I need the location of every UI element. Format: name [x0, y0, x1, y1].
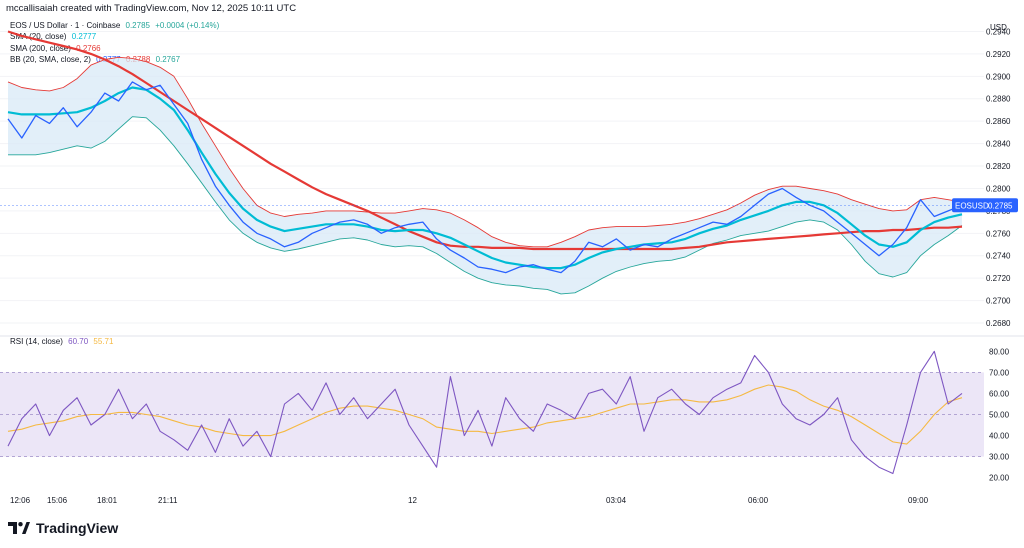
tradingview-brand[interactable]: TradingView [8, 520, 118, 536]
rsi-tick-label: 60.00 [989, 389, 1010, 398]
bb-upper-line[interactable] [7, 56, 963, 248]
last-price-label: EOSUSD 0.2785 [952, 198, 1018, 213]
rsi-value: 60.70 [68, 337, 89, 346]
price-tick-label: 0.2800 [986, 184, 1011, 193]
sma200-label: SMA (200, close) [10, 43, 71, 53]
bollinger-band-fill [8, 57, 962, 294]
time-tick-label: 06:00 [748, 496, 769, 505]
rsi-pane[interactable] [0, 350, 984, 475]
sma200-line[interactable] [7, 30, 963, 251]
price-tick-label: 0.2860 [986, 117, 1011, 126]
price-tick-label: 0.2700 [986, 297, 1011, 306]
rsi-tick-label: 40.00 [989, 432, 1010, 441]
price-tick-label: 0.2940 [986, 27, 1011, 36]
rsi-label: RSI (14, close) [10, 337, 63, 346]
time-tick-label: 21:11 [158, 496, 178, 505]
price-tick-label: 0.2840 [986, 140, 1011, 149]
last-price-label-bg [952, 198, 1018, 213]
symbol-label: EOS / US Dollar · 1 · Coinbase [10, 21, 121, 30]
price-tick-label: 0.2920 [986, 50, 1011, 59]
bb-label: BB (20, SMA, close, 2) [10, 54, 91, 64]
price-tick-label: 0.2820 [986, 162, 1011, 171]
price-axis[interactable]: 0.2940 0.2920 0.2900 0.2880 0.2860 0.2840 0.28… [986, 27, 1011, 328]
symbol-change-value: +0.0004 (+0.14%) [155, 21, 220, 30]
sma20-legend-row[interactable]: SMA (20, close) 0.2777 [10, 31, 219, 42]
currency-label[interactable]: USD [990, 23, 1007, 32]
time-tick-label: 09:00 [908, 496, 929, 505]
tradingview-logo-icon [8, 522, 30, 534]
time-tick-label: 18:01 [97, 496, 118, 505]
last-price-label-value: 0.2785 [988, 201, 1013, 210]
time-tick-label: 03:04 [606, 496, 627, 505]
rsi-tick-label: 50.00 [989, 411, 1010, 420]
time-tick-label: 12:06 [10, 496, 31, 505]
symbol-legend-row[interactable]: EOS / US Dollar · 1 · Coinbase 0.2785 +0… [10, 20, 219, 31]
last-price-label-symbol: EOSUSD [955, 201, 989, 210]
bb-lower-line[interactable] [8, 116, 963, 295]
price-tick-label: 0.2760 [986, 229, 1011, 238]
brand-name: TradingView [36, 520, 119, 536]
bb-lower-value: 0.2767 [155, 54, 181, 64]
sma200-legend-row[interactable]: SMA (200, close) 0.2766 [10, 43, 219, 54]
time-axis[interactable]: 12:06 15:06 18:01 21:11 12 03:04 06:00 09:00 [10, 496, 929, 505]
sma20-value: 0.2777 [71, 32, 97, 42]
symbol-last-value: 0.2785 [125, 21, 150, 30]
rsi-ma-value: 55.71 [93, 337, 114, 346]
price-tick-label: 0.2880 [986, 95, 1011, 104]
rsi-tick-label: 30.00 [989, 453, 1010, 462]
rsi-axis[interactable]: 80.00 70.00 60.00 50.00 40.00 30.00 20.00 [989, 347, 1010, 482]
rsi-legend[interactable]: RSI (14, close) 60.70 55.71 [10, 337, 113, 346]
price-tick-label: 0.2720 [986, 274, 1011, 283]
chart-caption: mccallisaiah created with TradingView.co… [6, 3, 297, 14]
price-tick-label: 0.2680 [986, 319, 1011, 328]
rsi-tick-label: 70.00 [989, 368, 1010, 377]
price-tick-label: 0.2740 [986, 252, 1011, 261]
rsi-ma-line[interactable] [7, 384, 963, 445]
rsi-line[interactable] [7, 350, 963, 475]
time-tick-label: 15:06 [47, 496, 68, 505]
price-pane[interactable] [0, 30, 1024, 337]
rsi-tick-label: 20.00 [989, 474, 1010, 483]
sma200-value: 0.2766 [76, 43, 101, 53]
sma20-label: SMA (20, close) [10, 32, 67, 42]
price-tick-label: 0.2900 [986, 72, 1011, 81]
time-tick-label: 12 [408, 496, 417, 505]
rsi-tick-label: 80.00 [989, 347, 1010, 356]
price-line[interactable] [7, 81, 963, 274]
